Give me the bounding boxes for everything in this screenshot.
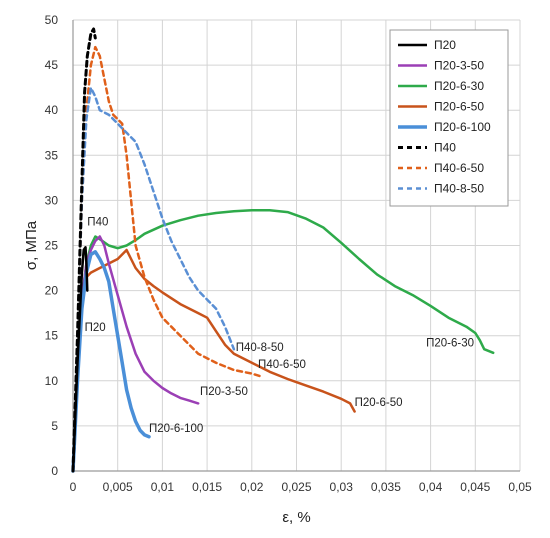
legend-label: П40-8-50 [434,182,484,196]
legend-label: П20-6-50 [434,100,484,114]
series-line-1 [71,246,89,473]
curve-label: П20-3-50 [200,386,248,398]
x-tick-label: 0,01 [151,480,175,494]
y-tick-label: 25 [45,239,59,253]
curve-label: П20-6-30 [426,338,474,350]
x-tick-label: 0 [70,480,77,494]
x-tick-label: 0,04 [419,480,443,494]
x-axis-title: ε, % [282,509,310,526]
series-lines [71,27,495,473]
curve-label: П20-6-50 [355,397,403,409]
legend-label: П20 [434,38,456,52]
x-tick-label: 0,02 [240,480,264,494]
series-line-7 [71,45,262,473]
curve-label: П40 [87,217,108,229]
x-axis-ticks: 0 0,005 0,01 0,015 0,02 0,025 0,03 0,035 0,04 0,0… [70,480,532,494]
y-tick-label: 40 [45,103,59,117]
x-tick-label: 0,015 [192,480,222,494]
curve-label: П40-6-50 [258,359,306,371]
legend-label: П40-6-50 [434,161,484,175]
y-tick-label: 45 [45,58,59,72]
grid [72,19,521,472]
x-tick-label: 0,005 [103,480,133,494]
legend-label: П20-3-50 [434,59,484,73]
y-tick-label: 20 [45,284,59,298]
x-tick-label: 0,03 [330,480,354,494]
x-tick-label: 0,05 [508,480,532,494]
legend-box [389,29,509,207]
y-tick-label: 10 [45,374,59,388]
series-line-8 [71,86,236,473]
y-tick-label: 50 [45,13,59,27]
curve-label: П20-6-100 [149,423,203,435]
curve-annotations: П40 П20 П40-8-50 П40-6-50 П20-3-50 П20-6-100 П… [85,217,474,436]
legend-label: П20-6-100 [434,120,491,134]
y-tick-label: 5 [51,419,58,433]
y-tick-label: 15 [45,329,59,343]
y-tick-label: 30 [45,193,59,207]
legend-label: П20-6-30 [434,79,484,93]
y-axis-ticks: 0 5 10 15 20 25 30 35 40 45 50 [45,13,59,478]
curve-label: П40-8-50 [236,342,284,354]
y-axis-title: σ, МПа [23,220,40,270]
legend: П20 П20-3-50 П20-6-30 П20-6-50 П20-6-100 П40 П… [389,29,509,207]
series-line-4 [71,248,356,473]
legend-label: П40 [434,141,456,155]
x-tick-label: 0,045 [460,480,490,494]
series-line-5 [71,250,151,473]
x-tick-label: 0,035 [371,480,401,494]
y-tick-label: 0 [51,464,58,478]
curve-label: П20 [85,322,106,334]
series-line-6 [71,27,97,473]
x-tick-label: 0,025 [281,480,311,494]
y-tick-label: 35 [45,148,59,162]
